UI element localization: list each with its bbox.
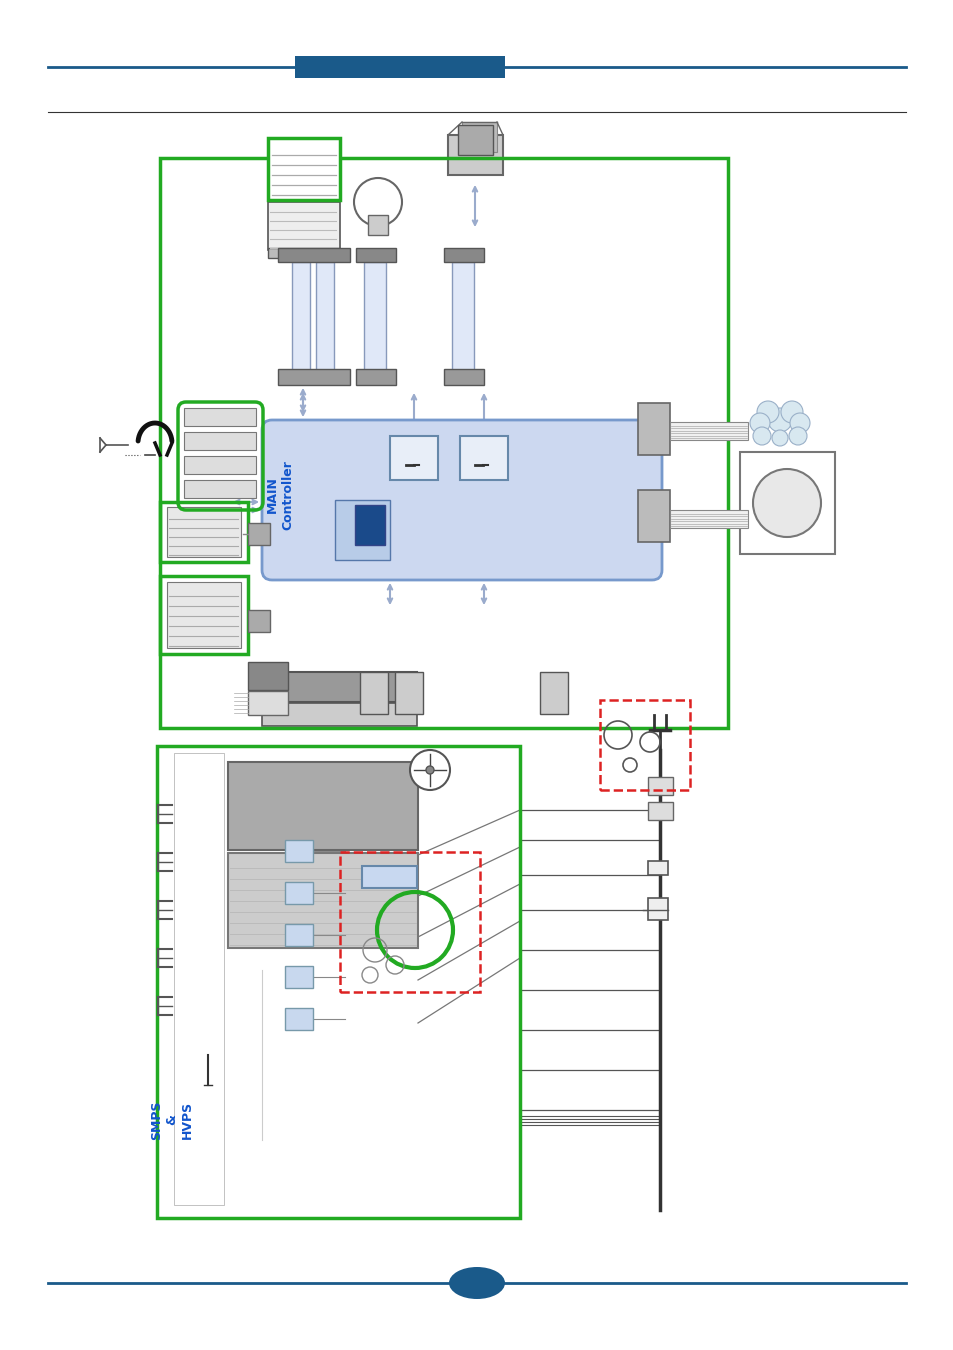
FancyBboxPatch shape — [539, 672, 567, 714]
FancyBboxPatch shape — [268, 248, 339, 258]
Circle shape — [757, 401, 779, 423]
FancyBboxPatch shape — [277, 248, 350, 262]
Text: SMPS
&
HVPS: SMPS & HVPS — [151, 1100, 193, 1139]
Circle shape — [426, 765, 434, 774]
Circle shape — [354, 178, 401, 225]
FancyBboxPatch shape — [355, 369, 395, 385]
FancyBboxPatch shape — [461, 122, 497, 153]
FancyBboxPatch shape — [277, 369, 350, 385]
Circle shape — [771, 431, 787, 446]
FancyBboxPatch shape — [292, 262, 310, 370]
FancyBboxPatch shape — [268, 138, 339, 200]
Circle shape — [752, 427, 770, 446]
FancyBboxPatch shape — [248, 610, 270, 632]
FancyBboxPatch shape — [184, 456, 255, 474]
Circle shape — [749, 413, 769, 433]
FancyBboxPatch shape — [364, 262, 386, 370]
FancyBboxPatch shape — [638, 404, 669, 455]
FancyBboxPatch shape — [167, 508, 241, 558]
FancyBboxPatch shape — [285, 967, 313, 988]
FancyBboxPatch shape — [740, 452, 834, 554]
FancyBboxPatch shape — [647, 778, 672, 795]
FancyBboxPatch shape — [669, 423, 747, 440]
FancyBboxPatch shape — [294, 55, 504, 78]
FancyBboxPatch shape — [262, 672, 416, 702]
FancyBboxPatch shape — [361, 865, 416, 888]
FancyBboxPatch shape — [647, 802, 672, 819]
FancyBboxPatch shape — [335, 500, 390, 560]
FancyBboxPatch shape — [669, 510, 747, 528]
FancyBboxPatch shape — [285, 882, 313, 905]
FancyBboxPatch shape — [390, 436, 437, 481]
Circle shape — [788, 427, 806, 446]
FancyBboxPatch shape — [359, 672, 388, 714]
FancyBboxPatch shape — [285, 923, 313, 946]
FancyBboxPatch shape — [173, 753, 224, 1206]
Circle shape — [767, 408, 791, 432]
FancyBboxPatch shape — [457, 126, 493, 155]
FancyBboxPatch shape — [285, 840, 313, 863]
FancyBboxPatch shape — [355, 505, 385, 545]
FancyBboxPatch shape — [228, 761, 417, 850]
FancyBboxPatch shape — [443, 369, 483, 385]
FancyBboxPatch shape — [248, 691, 288, 716]
FancyBboxPatch shape — [167, 582, 241, 648]
FancyBboxPatch shape — [448, 135, 502, 176]
Ellipse shape — [449, 1268, 504, 1299]
FancyBboxPatch shape — [285, 1008, 313, 1030]
Circle shape — [410, 751, 450, 790]
FancyBboxPatch shape — [443, 248, 483, 262]
FancyBboxPatch shape — [262, 420, 661, 580]
FancyBboxPatch shape — [647, 898, 667, 919]
FancyBboxPatch shape — [459, 436, 507, 481]
FancyBboxPatch shape — [184, 481, 255, 498]
FancyBboxPatch shape — [638, 490, 669, 541]
FancyBboxPatch shape — [262, 703, 416, 726]
FancyBboxPatch shape — [268, 202, 339, 250]
FancyBboxPatch shape — [395, 672, 422, 714]
FancyBboxPatch shape — [355, 248, 395, 262]
FancyBboxPatch shape — [452, 262, 474, 370]
Text: MAIN
Controller: MAIN Controller — [266, 460, 294, 531]
Circle shape — [789, 413, 809, 433]
FancyBboxPatch shape — [228, 853, 417, 948]
FancyBboxPatch shape — [184, 408, 255, 427]
FancyBboxPatch shape — [184, 432, 255, 450]
Circle shape — [752, 468, 821, 537]
Circle shape — [781, 401, 802, 423]
FancyBboxPatch shape — [368, 215, 388, 235]
FancyBboxPatch shape — [315, 262, 334, 370]
FancyBboxPatch shape — [647, 861, 667, 875]
FancyBboxPatch shape — [248, 522, 270, 545]
FancyBboxPatch shape — [248, 662, 288, 690]
